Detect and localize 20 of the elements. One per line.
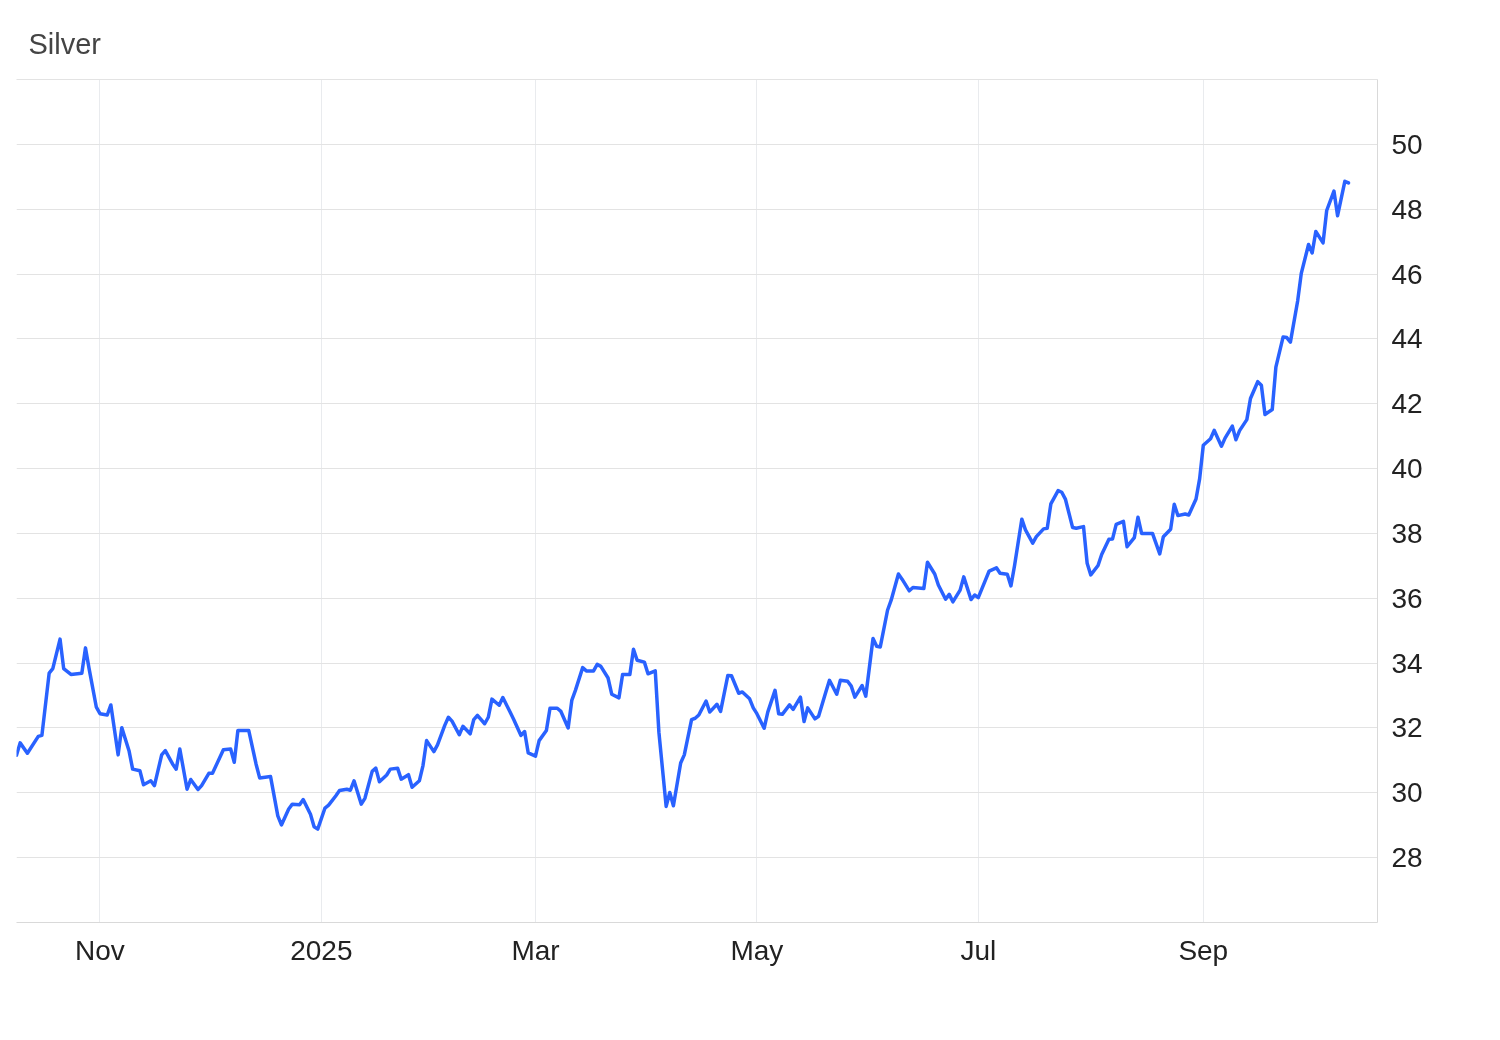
y-tick-label: 46 (1391, 258, 1423, 290)
y-tick-label: 50 (1391, 128, 1423, 160)
y-tick-label: 28 (1391, 842, 1423, 874)
y-tick-label: 30 (1391, 777, 1423, 809)
y-tick-label: 34 (1391, 647, 1423, 679)
y-tick-label: 40 (1391, 453, 1423, 485)
x-tick-label: Sep (1178, 934, 1229, 966)
x-tick-label: May (730, 934, 784, 966)
line-series (16, 179, 1351, 831)
y-tick-label: 42 (1391, 388, 1423, 420)
x-tick-label: 2025 (290, 934, 353, 966)
y-tick-label: 36 (1391, 582, 1423, 614)
x-tick-label: Nov (75, 934, 125, 966)
x-tick-label: Mar (511, 934, 560, 966)
y-tick-label: 48 (1391, 193, 1423, 225)
x-tick-label: Jul (960, 934, 997, 966)
y-tick-label: 44 (1391, 323, 1423, 355)
y-tick-label: 32 (1391, 712, 1423, 744)
chart-title: Silver (28, 27, 102, 60)
y-tick-label: 38 (1391, 517, 1423, 549)
